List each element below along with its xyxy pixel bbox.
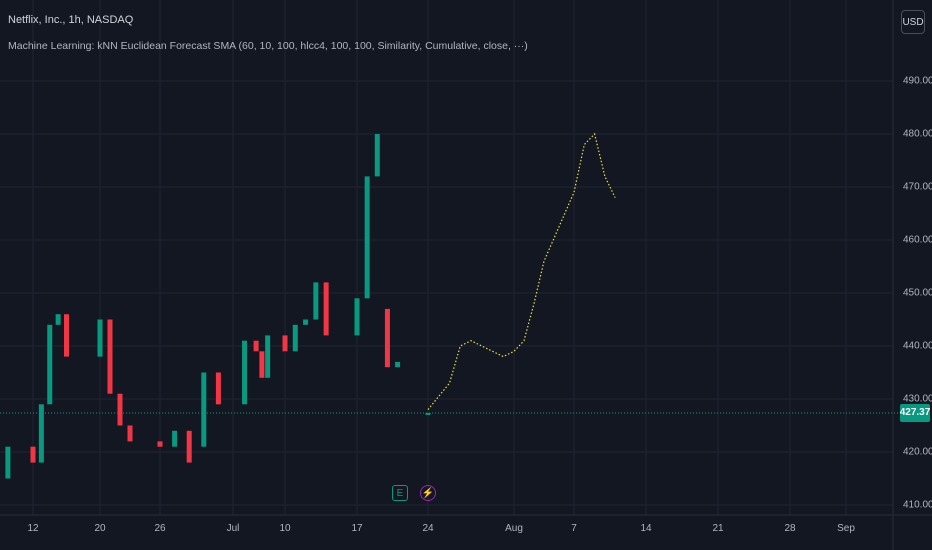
candle-body bbox=[64, 314, 69, 357]
candle-body bbox=[425, 412, 431, 415]
candle-body bbox=[354, 298, 360, 336]
time-tick-label: Jul bbox=[226, 523, 240, 534]
candle-body bbox=[157, 441, 163, 447]
candle-body bbox=[38, 404, 44, 463]
time-tick-label: 28 bbox=[784, 523, 796, 534]
time-tick-label: 12 bbox=[27, 523, 39, 534]
time-tick-label: 14 bbox=[640, 523, 652, 534]
price-tick-label: 470.00 bbox=[903, 181, 932, 193]
candle-body bbox=[55, 314, 61, 325]
time-tick-label: 26 bbox=[154, 523, 166, 534]
candle-body bbox=[374, 134, 380, 177]
time-tick-label: 17 bbox=[351, 523, 363, 534]
time-tick-label: Aug bbox=[505, 523, 523, 534]
currency-button[interactable]: USD bbox=[901, 10, 925, 34]
price-tick-label: 430.00 bbox=[903, 393, 932, 405]
candle-body bbox=[384, 308, 390, 368]
candle-body bbox=[172, 430, 178, 447]
time-tick-label: Sep bbox=[837, 523, 855, 534]
candle-body bbox=[259, 351, 265, 378]
candle-body bbox=[303, 319, 309, 325]
candle-body bbox=[30, 446, 36, 463]
price-tick-label: 460.00 bbox=[903, 234, 932, 246]
earnings-icon[interactable]: E bbox=[392, 485, 408, 501]
price-tick-label: 410.00 bbox=[903, 499, 932, 511]
time-tick-label: 7 bbox=[571, 523, 577, 534]
forecast-line bbox=[427, 132, 616, 410]
candle-body bbox=[313, 282, 319, 320]
candle-body bbox=[107, 319, 113, 394]
price-tick-label: 480.00 bbox=[903, 128, 932, 140]
candle-body bbox=[265, 335, 271, 378]
candle-body bbox=[186, 430, 192, 463]
candle-body bbox=[215, 372, 221, 405]
time-tick-label: 21 bbox=[712, 523, 724, 534]
price-tick-label: 490.00 bbox=[903, 75, 932, 87]
price-tick-label: 420.00 bbox=[903, 446, 932, 458]
indicator-title[interactable]: Machine Learning: kNN Euclidean Forecast… bbox=[8, 40, 528, 52]
candle-body bbox=[5, 446, 11, 479]
candle-body bbox=[127, 425, 133, 442]
candle-body bbox=[323, 282, 329, 336]
last-price-badge: 427.37 bbox=[900, 403, 930, 422]
symbol-title: Netflix, Inc., 1h, NASDAQ bbox=[8, 14, 134, 26]
price-tick-label: 450.00 bbox=[903, 287, 932, 299]
time-tick-label: 24 bbox=[422, 523, 434, 534]
dividend-icon[interactable]: ⚡ bbox=[420, 485, 436, 501]
price-tick-label: 440.00 bbox=[903, 340, 932, 352]
candle-body bbox=[242, 340, 248, 405]
candle-body bbox=[201, 372, 207, 447]
candle-body bbox=[395, 361, 401, 368]
candle-body bbox=[47, 324, 53, 405]
candle-body bbox=[292, 324, 298, 352]
candle-body bbox=[253, 340, 259, 352]
candle-body bbox=[364, 176, 370, 299]
time-tick-label: 20 bbox=[94, 523, 106, 534]
candle-body bbox=[117, 393, 123, 426]
candle-body bbox=[282, 335, 288, 352]
candle-body bbox=[97, 319, 103, 357]
time-tick-label: 10 bbox=[279, 523, 291, 534]
